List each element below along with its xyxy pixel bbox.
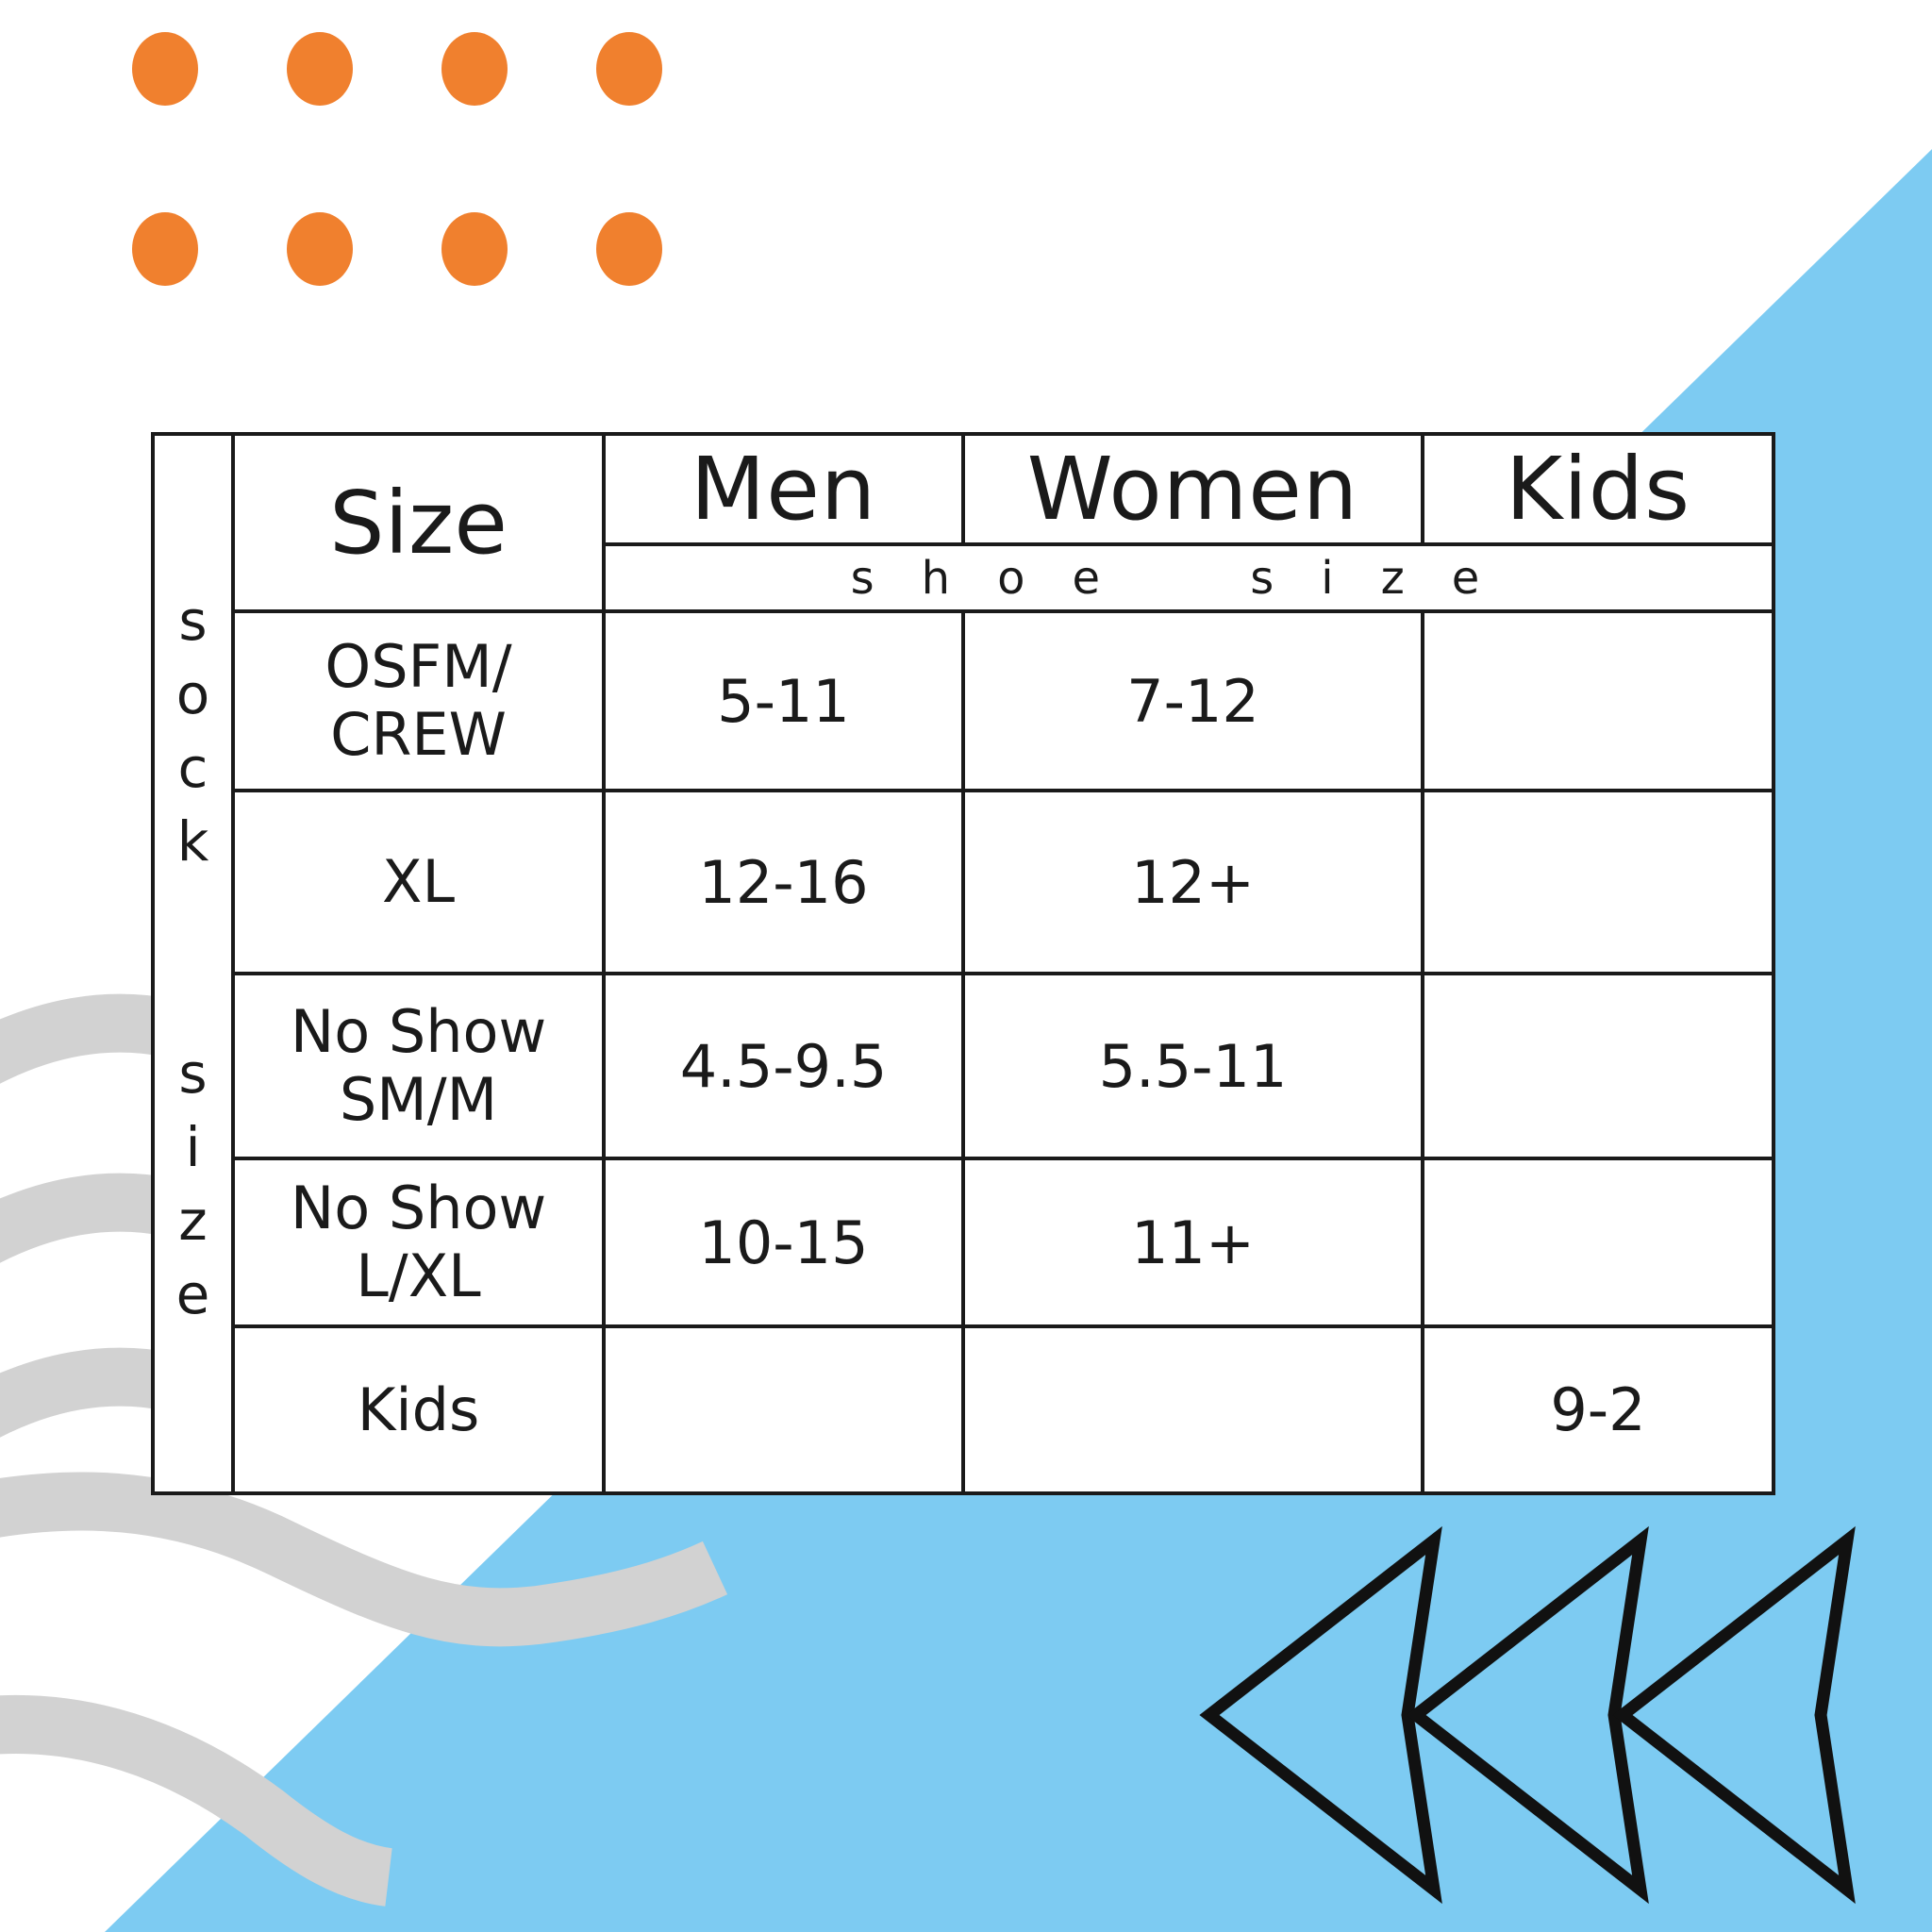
- orange-dot: [596, 212, 662, 286]
- cell-women-noshow-lxl: 11+: [961, 1157, 1424, 1328]
- sock-size-axis-label: sock size: [160, 588, 225, 1336]
- cell-kids-xl: [1421, 789, 1775, 975]
- shoe-size-band-row: shoe size: [153, 542, 1775, 613]
- cell-men-noshow-lxl: 10-15: [602, 1157, 965, 1328]
- cell-women-noshow-smm: 5.5-11: [961, 972, 1424, 1160]
- column-header-size: Size: [231, 432, 606, 613]
- column-header-women: Women: [961, 432, 1424, 546]
- orange-dot: [441, 32, 508, 106]
- cell-kids-noshow-smm: [1421, 972, 1775, 1160]
- row-label-xl: XL: [231, 789, 606, 975]
- cell-men-osfm: 5-11: [602, 609, 965, 792]
- cell-kids-osfm: [1421, 609, 1775, 792]
- orange-dot: [287, 212, 353, 286]
- sock-size-axis-cell: sock size: [151, 432, 235, 1495]
- size-chart-table: sock size Size Men Women Kids shoe size …: [151, 432, 1775, 1495]
- shoe-size-span-header: shoe size: [602, 542, 1775, 613]
- cell-kids-noshow-lxl: [1421, 1157, 1775, 1328]
- orange-dot: [596, 32, 662, 106]
- chevron-left-icon: [1199, 1525, 1442, 1905]
- table-row: Kids 9-2: [153, 1324, 1775, 1495]
- wave-stroke: [0, 1695, 393, 1907]
- header-row: sock size Size Men Women Kids: [151, 432, 1775, 1495]
- table-row: No Show SM/M 4.5-9.5 5.5-11: [153, 972, 1775, 1160]
- column-header-kids: Kids: [1421, 432, 1775, 546]
- cell-women-osfm: 7-12: [961, 609, 1424, 792]
- row-label-kids: Kids: [231, 1324, 606, 1495]
- orange-dot: [132, 32, 198, 106]
- row-label-noshow-smm: No Show SM/M: [231, 972, 606, 1160]
- cell-men-noshow-smm: 4.5-9.5: [602, 972, 965, 1160]
- row-label-osfm-crew: OSFM/ CREW: [231, 609, 606, 792]
- table-row: XL 12-16 12+: [153, 789, 1775, 975]
- table-row: OSFM/ CREW 5-11 7-12: [153, 609, 1775, 792]
- cell-men-kids: [602, 1324, 965, 1495]
- cell-women-xl: 12+: [961, 789, 1424, 975]
- cell-kids-kids: 9-2: [1421, 1324, 1775, 1495]
- orange-dot: [441, 212, 508, 286]
- orange-dot: [132, 212, 198, 286]
- orange-dot: [287, 32, 353, 106]
- table-row: No Show L/XL 10-15 11+: [153, 1157, 1775, 1328]
- cell-men-xl: 12-16: [602, 789, 965, 975]
- column-header-men: Men: [602, 432, 965, 546]
- cell-women-kids: [961, 1324, 1424, 1495]
- wave-stroke: [0, 1472, 728, 1647]
- chevron-left-icon: [1612, 1525, 1856, 1905]
- chevron-left-icon: [1406, 1525, 1649, 1905]
- row-label-noshow-lxl: No Show L/XL: [231, 1157, 606, 1328]
